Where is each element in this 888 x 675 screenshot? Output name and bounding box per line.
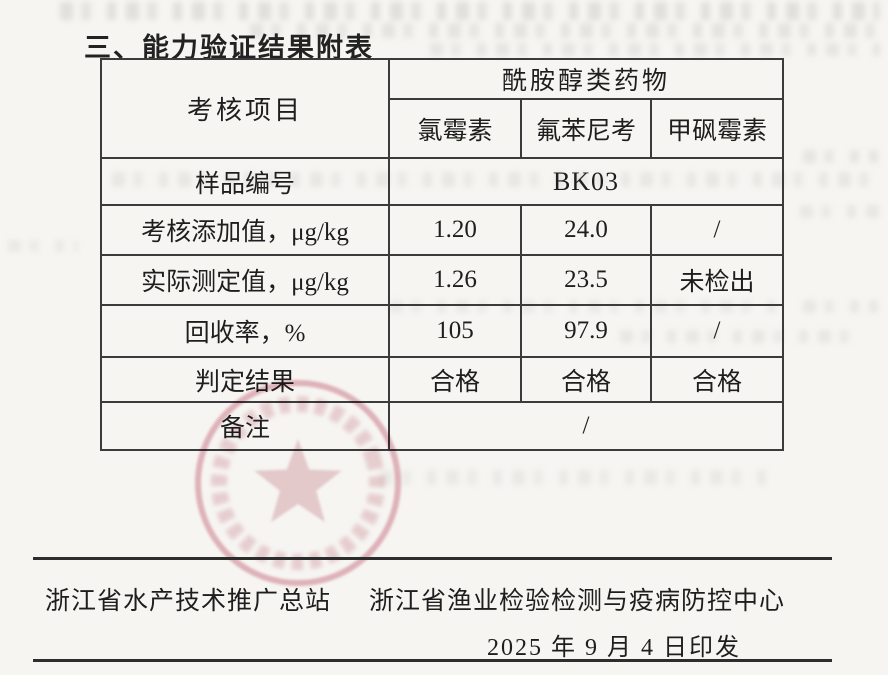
cell-value: 合格 bbox=[520, 356, 652, 403]
cell-value: 合格 bbox=[650, 356, 784, 403]
footer-issuers: 浙江省水产技术推广总站 浙江省渔业检验检测与疫病防控中心 bbox=[45, 581, 845, 617]
table-row-remarks: 备注 / bbox=[100, 401, 784, 451]
item-column-header: 考核项目 bbox=[100, 58, 390, 159]
issuer-org-left: 浙江省水产技术推广总站 bbox=[45, 588, 332, 615]
table-row-recovery-rate: 回收率，% 105 97.9 / bbox=[100, 304, 784, 358]
table-row-drug-names: 氯霉素 氟苯尼考 甲砜霉素 bbox=[101, 98, 784, 159]
bleedthrough-artifact bbox=[800, 205, 880, 218]
footer-issue-date: 2025 年 9 月 4 日印发 bbox=[487, 635, 741, 661]
column-header-chloramphenicol: 氯霉素 bbox=[388, 98, 522, 159]
cell-value: 1.20 bbox=[388, 204, 522, 256]
cell-value: 23.5 bbox=[520, 254, 652, 306]
column-header-florfenicol: 氟苯尼考 bbox=[520, 98, 652, 159]
bleedthrough-artifact bbox=[380, 470, 770, 485]
cell-value: 合格 bbox=[388, 356, 522, 403]
cell-value: 1.26 bbox=[388, 254, 522, 306]
proficiency-results-table: 考核项目 酰胺醇类药物 氯霉素 氟苯尼考 甲砜霉素 样品编号 BK03 考核添加… bbox=[100, 58, 784, 451]
drug-group-header: 酰胺醇类药物 bbox=[388, 58, 784, 100]
issuer-org-right: 浙江省渔业检验检测与疫病防控中心 bbox=[369, 588, 786, 615]
seal-star-icon bbox=[254, 439, 342, 523]
bleedthrough-artifact bbox=[430, 43, 880, 56]
row-label-measured-value: 实际测定值，μg/kg bbox=[100, 254, 390, 306]
table-row-measured-value: 实际测定值，μg/kg 1.26 23.5 未检出 bbox=[100, 254, 784, 306]
section-title: 三、能力验证结果附表 bbox=[84, 33, 374, 63]
bleedthrough-artifact bbox=[803, 150, 878, 163]
table-row-sample-code: 样品编号 BK03 bbox=[100, 157, 784, 206]
bleedthrough-artifact bbox=[60, 2, 880, 20]
table-row-group-header: 考核项目 酰胺醇类药物 bbox=[100, 58, 784, 159]
row-label-recovery-rate: 回收率，% bbox=[100, 304, 390, 358]
cell-value: / bbox=[650, 204, 784, 256]
footer-rule-top bbox=[33, 557, 832, 560]
remarks-value: / bbox=[388, 401, 784, 451]
row-label-judgment: 判定结果 bbox=[100, 356, 390, 403]
cell-value: 97.9 bbox=[520, 304, 652, 358]
cell-value: 105 bbox=[388, 304, 522, 358]
footer-rule-bottom bbox=[33, 659, 832, 662]
cell-value: 未检出 bbox=[650, 254, 784, 306]
bleedthrough-artifact bbox=[803, 300, 878, 313]
cell-value: 24.0 bbox=[520, 204, 652, 256]
bleedthrough-artifact bbox=[8, 240, 78, 252]
row-label-spike-value: 考核添加值，μg/kg bbox=[100, 204, 390, 256]
column-header-thiamphenicol: 甲砜霉素 bbox=[650, 98, 784, 159]
cell-value: / bbox=[650, 304, 784, 358]
sample-code-value: BK03 bbox=[388, 157, 784, 206]
table-row-judgment: 判定结果 合格 合格 合格 bbox=[100, 356, 784, 403]
table-row-spike-value: 考核添加值，μg/kg 1.20 24.0 / bbox=[100, 204, 784, 256]
row-label-sample-code: 样品编号 bbox=[100, 157, 390, 206]
row-label-remarks: 备注 bbox=[100, 401, 390, 451]
